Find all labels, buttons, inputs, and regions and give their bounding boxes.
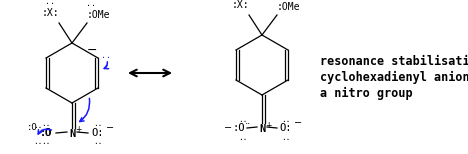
Text: ..: ..	[41, 138, 51, 146]
Text: :OMe: :OMe	[276, 2, 300, 12]
Text: ..: ..	[86, 0, 96, 8]
Text: ..: ..	[45, 0, 55, 6]
Text: −: −	[87, 44, 97, 57]
Text: O:: O:	[280, 123, 292, 133]
Text: :O: :O	[40, 128, 52, 138]
Text: N: N	[259, 124, 265, 134]
Text: ..: ..	[101, 51, 111, 59]
FancyArrowPatch shape	[38, 129, 51, 134]
Text: ..: ..	[33, 120, 43, 130]
Text: ..: ..	[238, 115, 248, 124]
Text: :OMe: :OMe	[86, 10, 110, 20]
Text: :O: :O	[40, 128, 52, 138]
Text: N: N	[69, 129, 75, 139]
Text: :Ö: :Ö	[233, 123, 251, 133]
Text: −: −	[294, 118, 302, 128]
Text: −: −	[106, 123, 114, 133]
Text: resonance stabilisation of: resonance stabilisation of	[320, 55, 468, 68]
Text: ..: ..	[94, 138, 102, 146]
FancyArrowPatch shape	[104, 62, 109, 69]
Text: +: +	[265, 120, 271, 130]
Text: +: +	[75, 126, 81, 134]
Text: a nitro group: a nitro group	[320, 87, 413, 100]
Text: −: −	[224, 123, 232, 133]
Text: :O: :O	[27, 124, 37, 132]
Text: :X:: :X:	[231, 0, 249, 10]
Text: :X:: :X:	[41, 8, 59, 18]
Text: ..: ..	[33, 136, 43, 146]
Text: ..: ..	[238, 132, 248, 142]
Text: cyclohexadienyl anion by: cyclohexadienyl anion by	[320, 71, 468, 84]
FancyArrowPatch shape	[80, 98, 89, 122]
Text: ..: ..	[281, 115, 291, 124]
Text: ..: ..	[281, 132, 291, 142]
Text: O:: O:	[92, 128, 104, 138]
Text: ..: ..	[41, 120, 51, 128]
Text: ..: ..	[94, 120, 102, 128]
